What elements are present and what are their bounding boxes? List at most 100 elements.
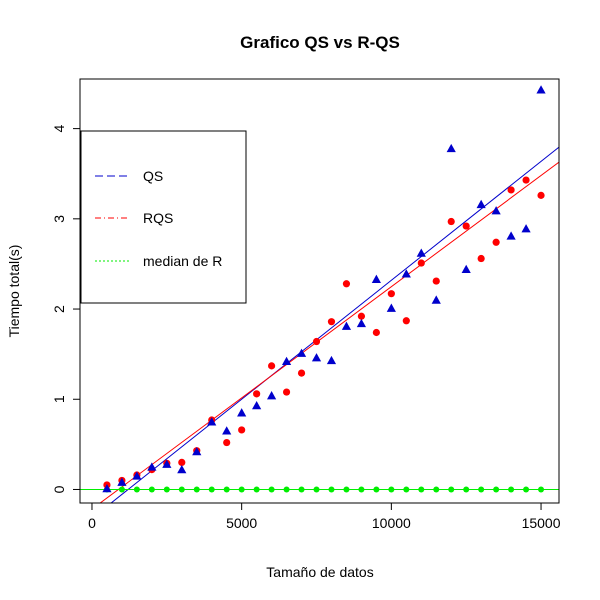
point-0-24 — [461, 264, 471, 274]
point-0-25 — [476, 199, 486, 209]
point-1-20 — [402, 317, 410, 325]
point-2-15 — [328, 486, 335, 493]
point-2-1 — [118, 486, 125, 493]
point-2-24 — [463, 486, 470, 493]
point-2-27 — [508, 486, 515, 493]
point-1-22 — [432, 277, 440, 285]
point-2-7 — [208, 486, 215, 493]
point-1-26 — [492, 238, 500, 246]
point-0-0 — [102, 483, 112, 493]
point-0-19 — [386, 303, 396, 312]
y-axis: 0 1 2 3 4 — [51, 125, 81, 493]
point-0-18 — [371, 274, 381, 283]
point-0-16 — [341, 321, 352, 330]
fit-line-0 — [110, 146, 559, 503]
point-2-17 — [358, 486, 365, 493]
legend-label-rqs: RQS — [143, 210, 173, 226]
x-tick-label: 5000 — [226, 515, 257, 531]
point-1-24 — [462, 222, 470, 230]
legend: QS RQS median de R — [80, 130, 247, 304]
point-2-8 — [223, 486, 230, 493]
point-1-5 — [178, 458, 186, 467]
point-1-19 — [387, 290, 395, 298]
point-1-13 — [297, 369, 306, 377]
point-2-18 — [373, 486, 380, 493]
point-0-4 — [162, 459, 172, 468]
point-0-13 — [296, 348, 307, 357]
point-0-6 — [192, 446, 202, 456]
point-2-28 — [523, 486, 530, 493]
point-2-22 — [433, 486, 440, 493]
point-0-9 — [237, 408, 247, 417]
point-2-25 — [478, 486, 485, 493]
point-2-14 — [313, 486, 320, 493]
point-2-20 — [403, 486, 410, 493]
x-tick-label: 0 — [88, 515, 96, 531]
point-0-22 — [431, 295, 441, 304]
point-2-19 — [388, 486, 395, 493]
legend-label-median: median de R — [143, 253, 222, 269]
point-0-5 — [177, 465, 187, 474]
point-1-25 — [477, 254, 485, 263]
point-2-12 — [283, 486, 290, 493]
point-2-21 — [418, 486, 425, 493]
point-0-3 — [147, 462, 157, 471]
point-2-10 — [253, 486, 260, 493]
point-0-1 — [117, 477, 127, 486]
point-2-11 — [268, 486, 275, 493]
point-0-14 — [311, 353, 322, 362]
point-0-29 — [536, 85, 546, 94]
point-2-29 — [538, 486, 545, 493]
point-0-2 — [132, 471, 142, 480]
point-2-3 — [148, 486, 155, 493]
point-0-15 — [326, 355, 337, 365]
point-2-23 — [448, 486, 455, 493]
point-2-6 — [193, 486, 200, 493]
data-points — [102, 85, 546, 493]
point-1-18 — [372, 328, 380, 337]
y-tick-label: 0 — [51, 485, 67, 493]
point-2-2 — [133, 486, 140, 493]
point-0-12 — [281, 356, 292, 366]
point-1-29 — [537, 191, 545, 199]
y-tick-label: 2 — [51, 305, 67, 313]
point-2-16 — [343, 486, 350, 493]
y-axis-label: Tiempo total(s) — [6, 245, 22, 338]
legend-box — [80, 130, 247, 304]
point-0-21 — [416, 248, 426, 257]
point-1-8 — [223, 438, 231, 447]
x-axis: 0 5000 10000 15000 — [88, 502, 561, 531]
y-tick-label: 3 — [51, 215, 67, 223]
point-0-8 — [222, 426, 232, 435]
point-2-26 — [493, 486, 500, 493]
point-0-11 — [267, 391, 277, 400]
point-0-20 — [401, 269, 411, 278]
y-tick-label: 4 — [51, 125, 67, 133]
y-tick-label: 1 — [51, 395, 67, 403]
chart-title: Grafico QS vs R-QS — [240, 33, 400, 52]
x-tick-label: 10000 — [372, 515, 411, 531]
point-2-5 — [178, 486, 185, 493]
point-1-21 — [417, 259, 425, 267]
point-0-23 — [446, 143, 456, 153]
point-1-12 — [282, 388, 291, 396]
x-tick-label: 15000 — [522, 515, 561, 531]
point-0-27 — [506, 231, 516, 240]
point-1-15 — [327, 318, 336, 326]
point-1-16 — [342, 280, 351, 288]
point-0-26 — [491, 206, 501, 215]
point-0-10 — [252, 400, 262, 410]
x-axis-label: Tamaño de datos — [266, 564, 373, 580]
point-1-23 — [447, 217, 455, 226]
point-0-28 — [521, 224, 531, 233]
point-1-14 — [312, 337, 321, 346]
point-1-27 — [507, 186, 515, 194]
point-0-7 — [207, 417, 217, 426]
point-2-4 — [163, 486, 170, 493]
point-2-9 — [238, 486, 245, 493]
point-0-17 — [356, 318, 367, 328]
point-1-10 — [253, 390, 261, 398]
point-1-9 — [238, 426, 246, 434]
point-1-28 — [522, 176, 530, 184]
